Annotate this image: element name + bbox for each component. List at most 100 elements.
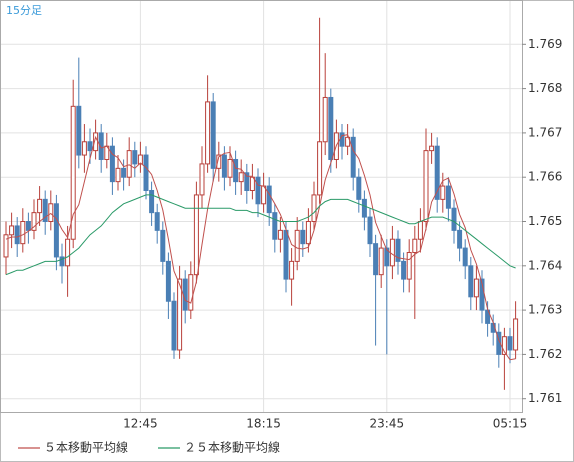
candle-body — [294, 229, 300, 262]
candle-body — [137, 154, 143, 165]
candle-body — [350, 136, 356, 178]
ma-line — [5, 194, 516, 276]
candle-body — [126, 150, 132, 178]
candle-body — [434, 145, 440, 200]
y-tick-label: 1.762 — [528, 347, 562, 361]
candle-body — [81, 141, 87, 156]
candle-body — [9, 225, 15, 236]
x-tick-label: 12:45 — [123, 417, 158, 431]
candle-body — [451, 207, 457, 231]
candle-body — [384, 247, 390, 267]
candle-body — [513, 318, 519, 351]
candle-body — [98, 132, 104, 160]
legend-label: ５本移動平均線 — [44, 440, 128, 455]
y-tick-label: 1.769 — [528, 37, 562, 51]
candle-body — [154, 212, 160, 231]
candle-body — [255, 176, 261, 205]
candle-body — [115, 167, 121, 183]
candle-body — [272, 212, 278, 240]
candle-body — [238, 172, 244, 183]
candle-body — [25, 221, 31, 231]
y-tick-label: 1.768 — [528, 81, 562, 95]
candle-body — [283, 229, 289, 280]
candle-body — [473, 278, 479, 298]
candle-body — [373, 243, 379, 276]
candle-body — [210, 101, 216, 169]
candle-body — [31, 212, 37, 231]
candle-body — [76, 105, 82, 156]
candle-body — [205, 101, 211, 165]
candle-body — [42, 198, 48, 223]
candle-body — [317, 141, 323, 196]
x-tick-label: 23:45 — [370, 417, 405, 431]
candle-body — [417, 221, 423, 240]
candle-body — [356, 176, 362, 200]
candle-body — [412, 238, 418, 254]
candle-body — [121, 167, 127, 178]
candle-body — [65, 238, 71, 267]
candle-body — [227, 158, 233, 178]
y-tick-label: 1.766 — [528, 170, 562, 184]
candle-body — [429, 145, 435, 152]
candle-body — [305, 221, 311, 245]
candle-body — [160, 229, 166, 262]
timeframe-label: 15分足 — [6, 4, 42, 17]
candle-body — [59, 256, 65, 267]
candle-body — [171, 300, 177, 351]
y-tick-label: 1.764 — [528, 258, 562, 272]
candle-body — [457, 229, 463, 249]
candle-body — [389, 238, 395, 267]
candle-body — [37, 198, 43, 214]
ma-line — [5, 134, 516, 361]
candle-body — [199, 163, 205, 196]
candle-body — [193, 194, 199, 276]
candle-body — [149, 189, 155, 214]
plot-area — [0, 0, 522, 412]
candle-body — [445, 185, 451, 209]
candle-body — [14, 225, 20, 245]
candle-body — [468, 265, 474, 298]
legend-label: ２５本移動平均線 — [184, 440, 280, 455]
candle-body — [143, 154, 149, 191]
candle-body — [221, 154, 227, 178]
candle-body — [266, 185, 272, 214]
candle-body — [401, 260, 407, 280]
candle-body — [182, 278, 188, 311]
candle-body — [87, 141, 93, 152]
candle-body — [406, 252, 412, 280]
candle-body — [367, 216, 373, 245]
candle-body — [244, 172, 250, 191]
candle-body — [277, 229, 283, 240]
y-tick-label: 1.765 — [528, 214, 562, 228]
candle-body — [328, 96, 334, 160]
candle-body — [300, 229, 306, 245]
candle-body — [289, 260, 295, 280]
candle-body — [216, 154, 222, 169]
candle-body — [177, 278, 183, 351]
candle-body — [378, 247, 384, 276]
candle-body — [395, 238, 401, 262]
y-tick-label: 1.763 — [528, 303, 562, 317]
candle-body — [53, 203, 59, 258]
candle-body — [423, 150, 429, 223]
plot-border — [0, 0, 523, 413]
candle-body — [3, 234, 9, 258]
candle-body — [233, 158, 239, 183]
candle-body — [440, 185, 446, 200]
candle-body — [501, 336, 507, 355]
candle-body — [165, 260, 171, 302]
candle-body — [507, 336, 513, 351]
x-tick-label: 18:15 — [246, 417, 281, 431]
candle-body — [361, 198, 367, 218]
candle-body — [311, 194, 317, 223]
candle-body — [109, 145, 115, 183]
candle-body — [70, 105, 76, 240]
candle-body — [188, 274, 194, 311]
candle-body — [20, 221, 26, 245]
candle-body — [322, 96, 328, 143]
candle-body — [132, 150, 138, 165]
candle-body — [48, 203, 54, 223]
y-tick-label: 1.761 — [528, 391, 562, 405]
candle-body — [462, 247, 468, 267]
